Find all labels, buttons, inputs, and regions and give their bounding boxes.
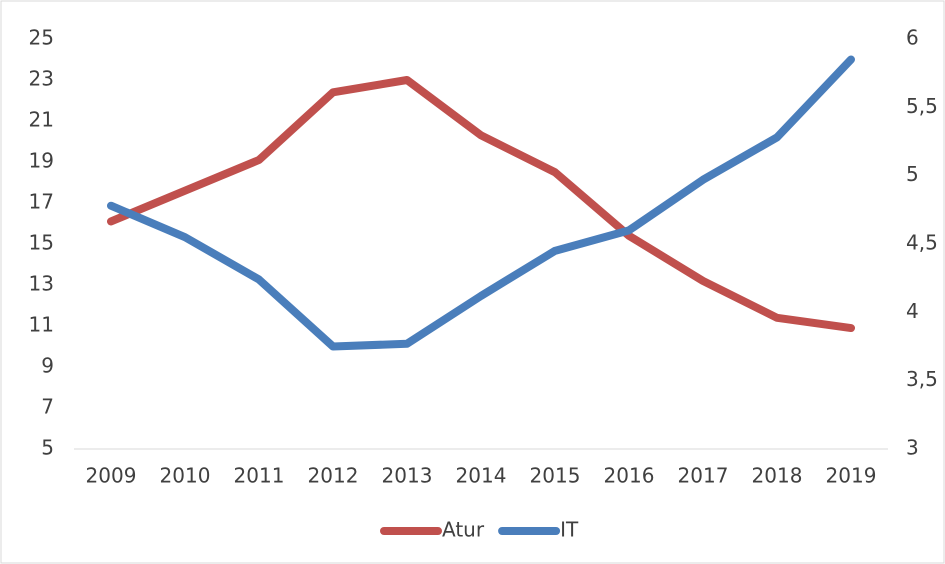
x-tick-label: 2010: [160, 464, 211, 488]
y2-tick-label: 3,5: [906, 367, 938, 391]
y-tick-label: 25: [29, 26, 54, 50]
x-tick-label: 2011: [234, 464, 285, 488]
y-tick-label: 11: [29, 313, 54, 337]
line: [107, 55, 855, 351]
legend-label: IT: [560, 518, 579, 542]
y-tick-label: 13: [29, 272, 54, 296]
x-tick-label: 2019: [826, 464, 877, 488]
y-tick-label: 23: [29, 67, 54, 91]
y-tick-label: 5: [41, 436, 54, 460]
y2-tick-label: 6: [906, 26, 919, 50]
y-tick-label: 17: [29, 190, 54, 214]
y2-tick-label: 4: [906, 299, 919, 323]
x-tick-label: 2015: [530, 464, 581, 488]
y-tick-label: 9: [41, 354, 54, 378]
x-tick-label: 2012: [308, 464, 359, 488]
x-tick-label: 2017: [678, 464, 729, 488]
y-tick-label: 19: [29, 149, 54, 173]
y-tick-label: 15: [29, 231, 54, 255]
y2-tick-label: 3: [906, 436, 919, 460]
y-tick-label: 21: [29, 108, 54, 132]
y2-tick-label: 4,5: [906, 231, 938, 255]
x-tick-label: 2013: [382, 464, 433, 488]
y2-tick-label: 5,5: [906, 94, 938, 118]
x-tick-label: 2018: [752, 464, 803, 488]
x-tick-label: 2014: [456, 464, 507, 488]
line: [107, 76, 855, 333]
legend-label: Atur: [442, 518, 485, 542]
y2-tick-label: 5: [906, 162, 919, 186]
y-tick-label: 7: [41, 395, 54, 419]
x-tick-label: 2016: [604, 464, 655, 488]
x-tick-label: 2009: [86, 464, 137, 488]
